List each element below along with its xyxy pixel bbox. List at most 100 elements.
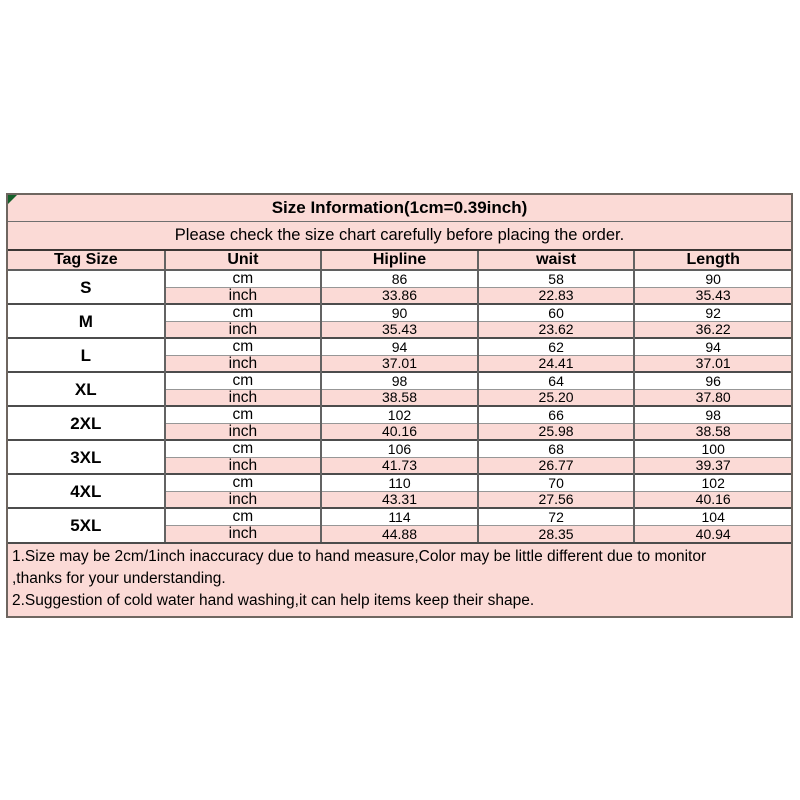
hipline-cm-cell: 90 [320, 303, 478, 321]
note-line: 1.Size may be 2cm/1inch inaccuracy due t… [12, 548, 707, 565]
unit-cell: cm [163, 405, 322, 423]
table-row: S cm 86 58 90 [8, 269, 791, 304]
table-row: inch 35.43 23.62 36.22 [8, 320, 791, 338]
waist-inch-cell: 22.83 [476, 286, 635, 304]
unit-cell: inch [163, 320, 322, 338]
waist-cm-cell: 68 [476, 439, 635, 457]
size-tag-cell: XL [8, 371, 165, 406]
waist-cm-cell: 62 [476, 337, 635, 355]
green-corner-marker-icon [8, 195, 17, 204]
waist-inch-cell: 25.20 [476, 388, 635, 406]
waist-inch-cell: 28.35 [476, 524, 635, 542]
table-row: 4XL cm 110 70 102 [8, 473, 791, 508]
unit-cell: inch [163, 354, 322, 372]
waist-inch-cell: 25.98 [476, 422, 635, 440]
size-tag-cell: 4XL [8, 473, 165, 508]
table-row: 5XL cm 114 72 104 [8, 507, 791, 542]
unit-cell: cm [163, 507, 322, 525]
table-row: L cm 94 62 94 [8, 337, 791, 372]
subtitle-text: Please check the size chart carefully be… [8, 222, 791, 251]
table-row: inch 44.88 28.35 40.94 [8, 524, 791, 542]
unit-cell: cm [163, 473, 322, 491]
hipline-cm-cell: 106 [320, 439, 478, 457]
hipline-inch-cell: 43.31 [320, 490, 478, 508]
table-row: inch 43.31 27.56 40.16 [8, 490, 791, 508]
unit-cell: inch [163, 456, 322, 474]
length-inch-cell: 40.94 [633, 524, 791, 542]
waist-cm-cell: 64 [476, 371, 635, 389]
table-row: 2XL cm 102 66 98 [8, 405, 791, 440]
length-inch-cell: 36.22 [633, 320, 791, 338]
size-tag-cell: 5XL [8, 507, 165, 542]
length-inch-cell: 38.58 [633, 422, 791, 440]
hipline-cm-cell: 114 [320, 507, 478, 525]
waist-cm-cell: 70 [476, 473, 635, 491]
col-header-unit: Unit [163, 251, 322, 271]
length-inch-cell: 35.43 [633, 286, 791, 304]
size-tag-cell: 2XL [8, 405, 165, 440]
hipline-inch-cell: 35.43 [320, 320, 478, 338]
unit-cell: cm [163, 303, 322, 321]
unit-cell: inch [163, 490, 322, 508]
table-row: inch 38.58 25.20 37.80 [8, 388, 791, 406]
table-row: inch 41.73 26.77 39.37 [8, 456, 791, 474]
col-header-length: Length [633, 251, 791, 271]
table-row: M cm 90 60 92 [8, 303, 791, 338]
waist-inch-cell: 23.62 [476, 320, 635, 338]
table-row: inch 33.86 22.83 35.43 [8, 286, 791, 304]
unit-cell: inch [163, 286, 322, 304]
size-tag-cell: S [8, 269, 165, 304]
unit-cell: cm [163, 337, 322, 355]
waist-cm-cell: 66 [476, 405, 635, 423]
unit-cell: cm [163, 439, 322, 457]
unit-cell: cm [163, 269, 322, 287]
length-inch-cell: 40.16 [633, 490, 791, 508]
hipline-inch-cell: 40.16 [320, 422, 478, 440]
hipline-inch-cell: 37.01 [320, 354, 478, 372]
length-cm-cell: 96 [633, 371, 791, 389]
length-cm-cell: 104 [633, 507, 791, 525]
waist-cm-cell: 58 [476, 269, 635, 287]
length-inch-cell: 37.01 [633, 354, 791, 372]
table-row: inch 40.16 25.98 38.58 [8, 422, 791, 440]
length-cm-cell: 90 [633, 269, 791, 287]
size-chart-sheet: Size Information(1cm=0.39inch) Please ch… [6, 193, 793, 618]
length-cm-cell: 102 [633, 473, 791, 491]
hipline-cm-cell: 110 [320, 473, 478, 491]
length-inch-cell: 39.37 [633, 456, 791, 474]
col-header-waist: waist [476, 251, 635, 271]
waist-inch-cell: 27.56 [476, 490, 635, 508]
hipline-inch-cell: 38.58 [320, 388, 478, 406]
unit-cell: inch [163, 388, 322, 406]
note-line: 2.Suggestion of cold water hand washing,… [12, 592, 535, 609]
waist-inch-cell: 26.77 [476, 456, 635, 474]
header-row: Tag Size Unit Hipline waist Length [8, 251, 791, 271]
waist-inch-cell: 24.41 [476, 354, 635, 372]
hipline-cm-cell: 98 [320, 371, 478, 389]
size-table: Tag Size Unit Hipline waist Length S cm … [8, 251, 791, 542]
hipline-cm-cell: 86 [320, 269, 478, 287]
waist-cm-cell: 72 [476, 507, 635, 525]
hipline-cm-cell: 102 [320, 405, 478, 423]
hipline-inch-cell: 33.86 [320, 286, 478, 304]
size-tag-cell: L [8, 337, 165, 372]
length-cm-cell: 94 [633, 337, 791, 355]
note-line: ,thanks for your understanding. [12, 570, 226, 587]
length-cm-cell: 100 [633, 439, 791, 457]
length-cm-cell: 92 [633, 303, 791, 321]
footer-notes: 1.Size may be 2cm/1inch inaccuracy due t… [8, 542, 791, 616]
table-row: inch 37.01 24.41 37.01 [8, 354, 791, 372]
length-cm-cell: 98 [633, 405, 791, 423]
page-title: Size Information(1cm=0.39inch) [8, 195, 791, 222]
col-header-tag-size: Tag Size [8, 251, 165, 271]
hipline-cm-cell: 94 [320, 337, 478, 355]
size-tag-cell: 3XL [8, 439, 165, 474]
table-row: XL cm 98 64 96 [8, 371, 791, 406]
length-inch-cell: 37.80 [633, 388, 791, 406]
hipline-inch-cell: 41.73 [320, 456, 478, 474]
unit-cell: inch [163, 524, 322, 542]
col-header-hipline: Hipline [320, 251, 478, 271]
unit-cell: inch [163, 422, 322, 440]
table-row: 3XL cm 106 68 100 [8, 439, 791, 474]
